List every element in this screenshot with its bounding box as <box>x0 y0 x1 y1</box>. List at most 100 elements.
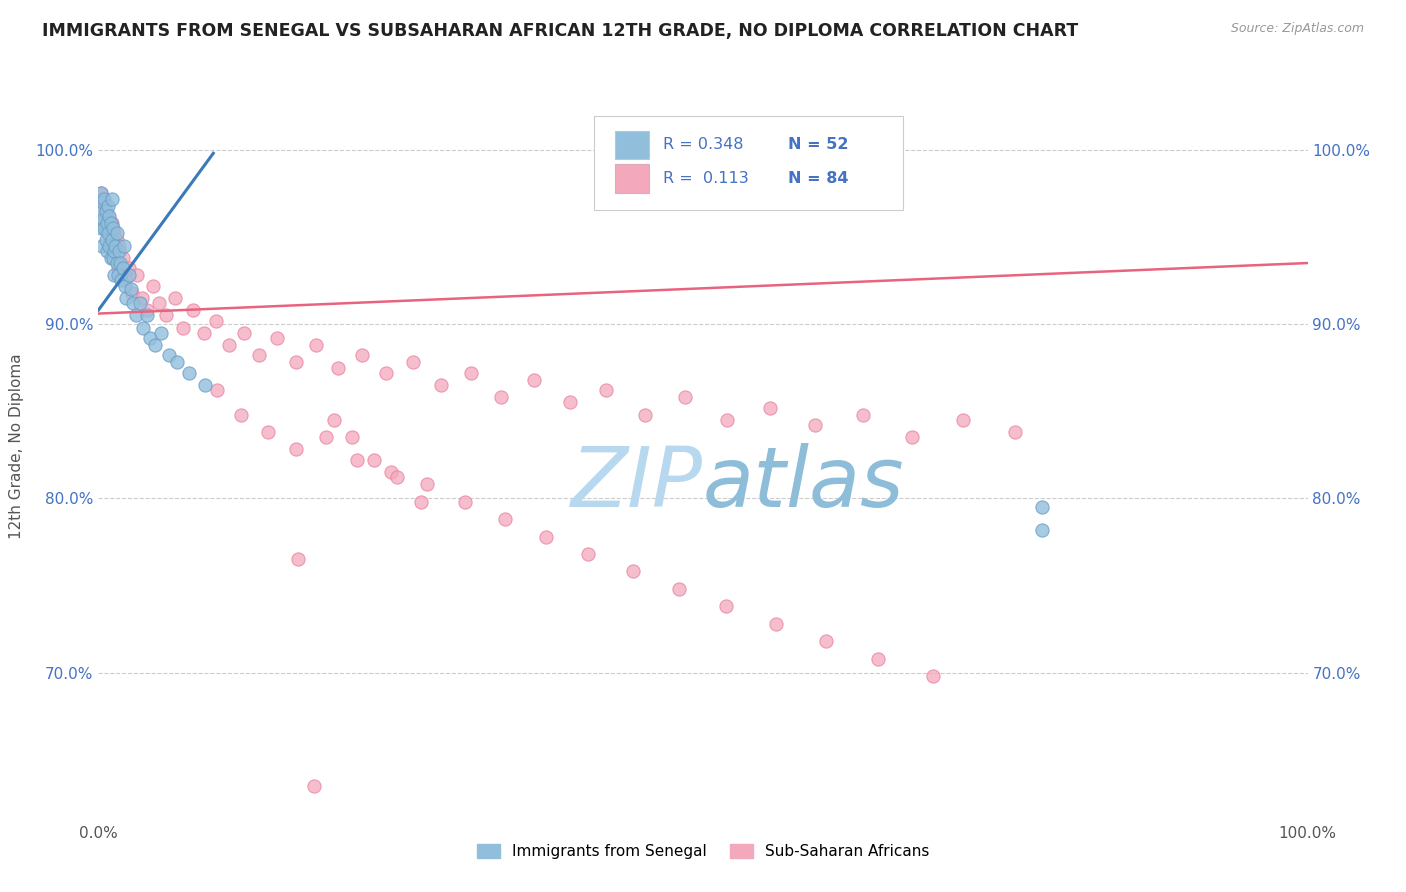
Point <box>101 221 124 235</box>
Point <box>90 186 112 201</box>
Point <box>765 616 787 631</box>
Point <box>287 552 309 566</box>
Point <box>100 216 122 230</box>
Text: atlas: atlas <box>703 443 904 524</box>
FancyBboxPatch shape <box>595 116 903 210</box>
Point <box>131 291 153 305</box>
Point <box>94 203 117 218</box>
Text: R =  0.113: R = 0.113 <box>664 171 749 186</box>
Legend: Immigrants from Senegal, Sub-Saharan Africans: Immigrants from Senegal, Sub-Saharan Afr… <box>471 838 935 865</box>
Point <box>256 425 278 439</box>
Point <box>93 221 115 235</box>
Point <box>284 355 307 369</box>
Point <box>157 348 180 362</box>
Point <box>1031 500 1053 514</box>
Point <box>411 495 433 509</box>
Point <box>103 244 125 258</box>
Point <box>150 326 173 340</box>
Point <box>108 244 131 258</box>
Point <box>558 395 581 409</box>
Point <box>193 326 215 340</box>
Point <box>114 278 136 293</box>
Point <box>489 390 512 404</box>
Point <box>247 348 270 362</box>
Point <box>714 599 737 614</box>
Point <box>100 192 122 206</box>
FancyBboxPatch shape <box>614 130 648 159</box>
Point <box>91 212 114 227</box>
Point <box>90 221 112 235</box>
Point <box>96 244 118 258</box>
Point <box>460 366 482 380</box>
Point <box>93 192 115 206</box>
Point <box>91 192 114 206</box>
Point <box>181 303 204 318</box>
Point <box>385 470 408 484</box>
Point <box>346 453 368 467</box>
Point <box>534 530 557 544</box>
Point <box>135 303 157 318</box>
Text: IMMIGRANTS FROM SENEGAL VS SUBSAHARAN AFRICAN 12TH GRADE, NO DIPLOMA CORRELATION: IMMIGRANTS FROM SENEGAL VS SUBSAHARAN AF… <box>42 22 1078 40</box>
Point <box>100 233 122 247</box>
Text: N = 84: N = 84 <box>787 171 848 186</box>
Point <box>179 366 201 380</box>
Point <box>108 238 131 252</box>
Point <box>122 296 145 310</box>
Point <box>91 195 114 210</box>
Point <box>305 338 328 352</box>
Point <box>901 430 924 444</box>
Point <box>103 268 125 283</box>
Point <box>96 221 118 235</box>
Point <box>668 582 690 596</box>
Text: ZIP: ZIP <box>571 443 703 524</box>
Point <box>163 291 186 305</box>
Point <box>204 313 226 327</box>
Text: Source: ZipAtlas.com: Source: ZipAtlas.com <box>1230 22 1364 36</box>
Point <box>284 442 307 457</box>
Point <box>1004 425 1026 439</box>
Point <box>142 278 165 293</box>
Point <box>143 338 166 352</box>
Point <box>363 453 385 467</box>
Point <box>815 634 838 648</box>
FancyBboxPatch shape <box>614 164 648 193</box>
Point <box>97 198 120 212</box>
Point <box>101 244 124 258</box>
Point <box>135 308 157 322</box>
Point <box>90 186 112 201</box>
Point <box>952 413 974 427</box>
Point <box>94 233 117 247</box>
Point <box>139 331 162 345</box>
Point <box>380 465 402 479</box>
Point <box>266 331 288 345</box>
Point <box>91 216 114 230</box>
Point <box>108 268 131 283</box>
Point <box>105 256 128 270</box>
Point <box>229 408 252 422</box>
Point <box>125 308 148 322</box>
Point <box>852 408 875 422</box>
Point <box>576 547 599 561</box>
Point <box>97 227 120 241</box>
Point <box>108 256 131 270</box>
Point <box>402 355 425 369</box>
Point <box>98 227 121 241</box>
Point <box>93 216 115 230</box>
Point <box>98 238 121 252</box>
Point <box>100 216 122 230</box>
Point <box>118 261 141 276</box>
Point <box>89 203 111 218</box>
Point <box>429 378 451 392</box>
Point <box>94 203 117 218</box>
Point <box>104 251 127 265</box>
Point <box>91 238 114 252</box>
Point <box>758 401 780 415</box>
Point <box>326 360 349 375</box>
Point <box>114 273 136 287</box>
Point <box>104 238 127 252</box>
Point <box>323 413 346 427</box>
Point <box>103 227 125 241</box>
Point <box>107 261 129 276</box>
Point <box>342 430 364 444</box>
Point <box>804 418 827 433</box>
